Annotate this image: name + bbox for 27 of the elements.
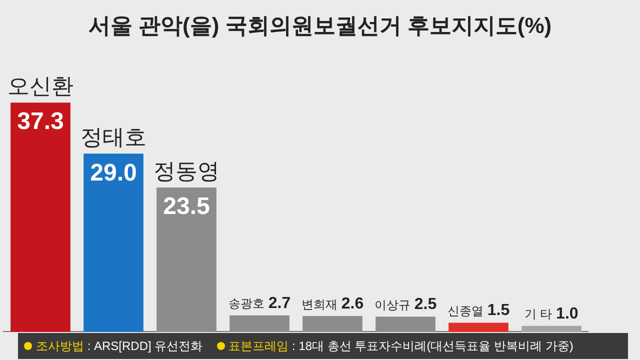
bar (376, 316, 436, 332)
chart-title: 서울 관악(을) 국회의원보궐선거 후보지지도(%) (87, 12, 553, 40)
bar (522, 326, 582, 332)
bar (156, 187, 216, 332)
data-label: 37.3 (17, 108, 64, 136)
data-label: 29.0 (90, 159, 137, 186)
data-label: 2.6 (341, 295, 364, 312)
data-label: 2.5 (414, 296, 437, 314)
x-tick-label: 이상규 (374, 298, 410, 312)
bar (10, 102, 70, 332)
x-tick-label: 오신환 (8, 74, 74, 99)
x-tick-label: 기 타 (524, 307, 552, 322)
data-label: 2.7 (268, 294, 291, 312)
x-tick-label: 송광호 (228, 296, 264, 311)
data-label: 1.0 (556, 305, 578, 322)
text: 표본프레임 : 18대 총선 투표자수비례(대선득표율 반복비례 가중) (228, 339, 574, 353)
x-tick-label: 변희재 (301, 297, 338, 312)
x-tick-label: 정태호 (80, 124, 146, 150)
data-label: 23.5 (163, 193, 210, 220)
bar (448, 322, 508, 332)
bar (230, 315, 290, 332)
x-tick-label: 정동영 (154, 158, 220, 184)
bar (84, 154, 144, 332)
bar (302, 316, 362, 332)
text: 조사방법 : ARS[RDD] 유선전화 (35, 339, 203, 353)
x-tick-label: 신종열 (447, 304, 484, 318)
data-label: 1.5 (487, 302, 510, 320)
